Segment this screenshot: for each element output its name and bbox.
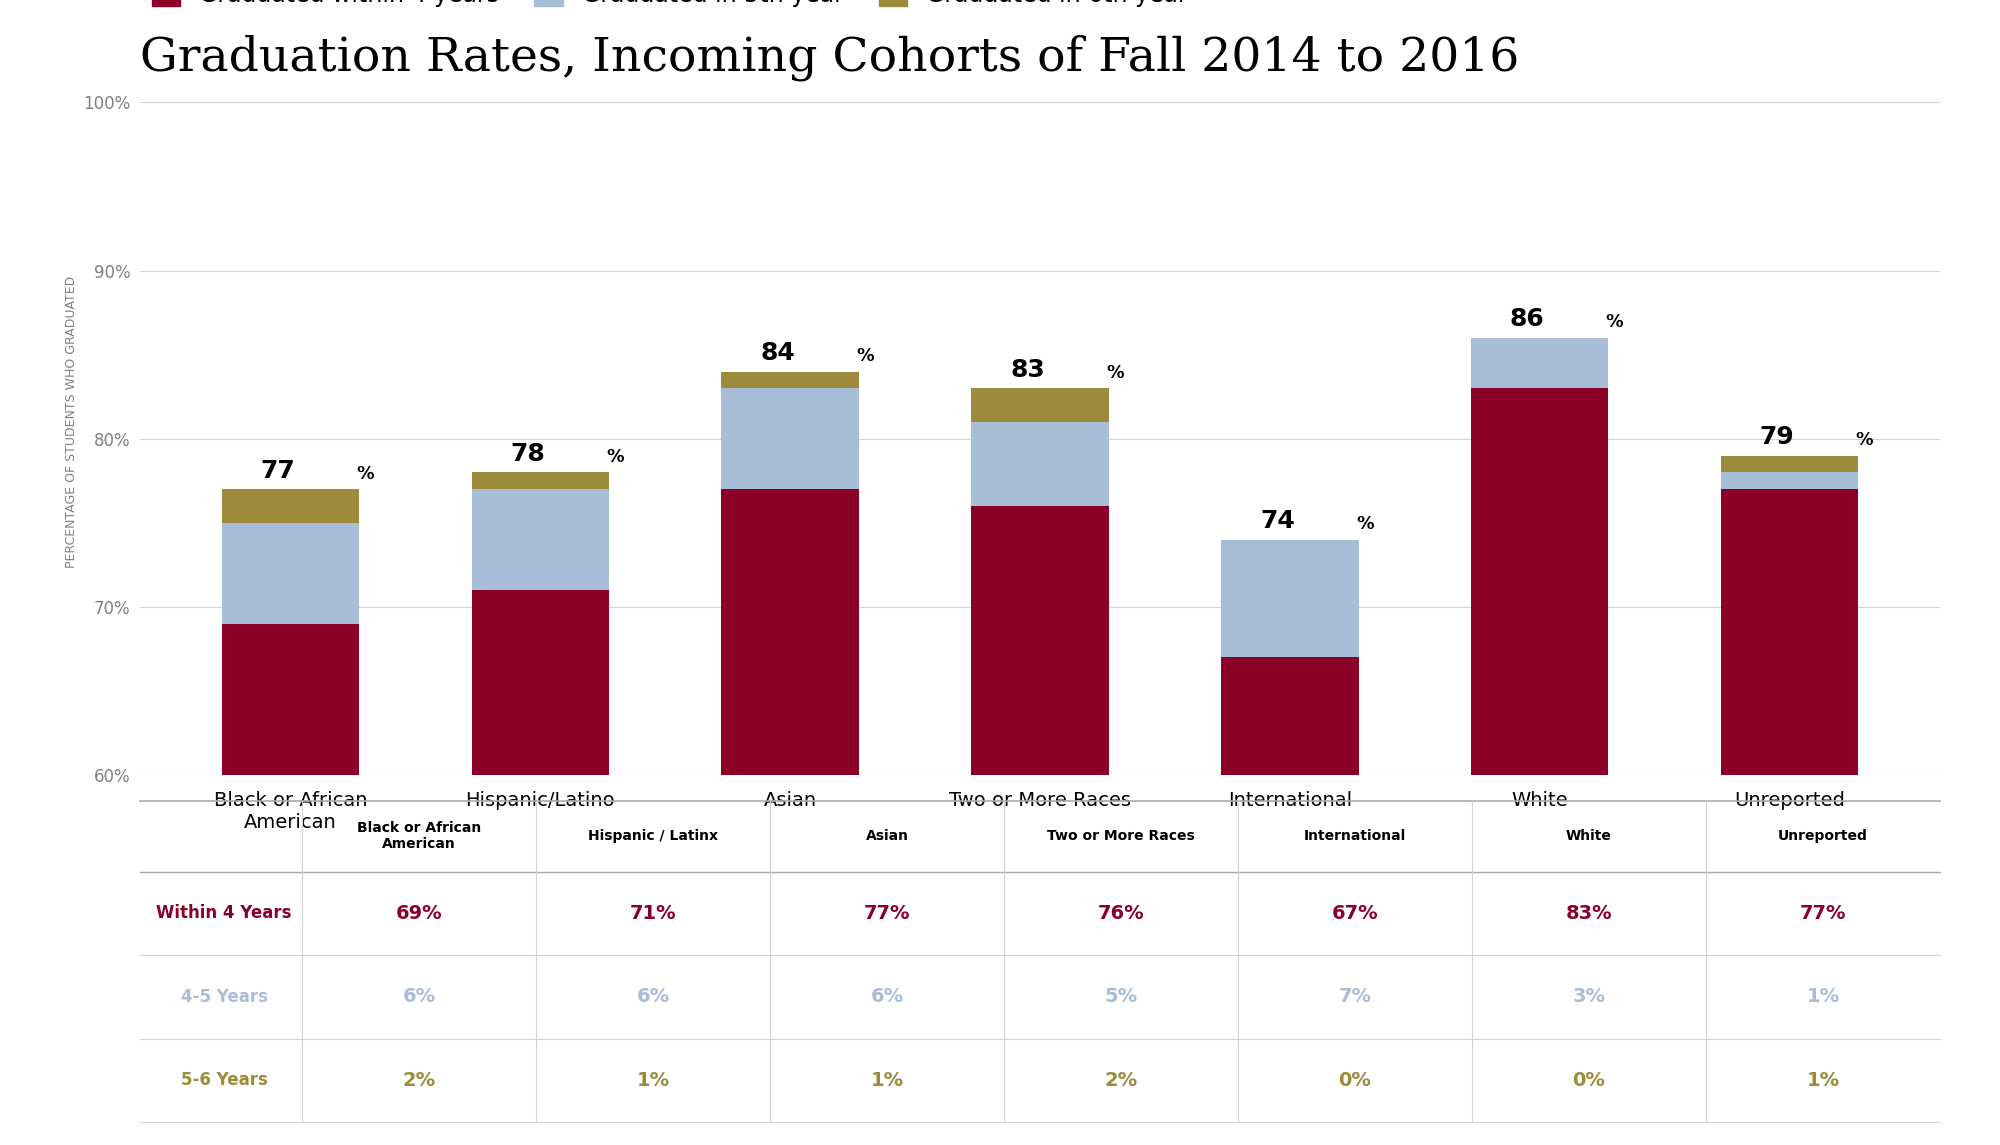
Bar [222,523,360,624]
Text: 4-5 Years: 4-5 Years [180,988,268,1005]
Text: 86: 86 [1510,307,1544,331]
Text: 74: 74 [1260,510,1294,534]
Text: 1%: 1% [1806,1071,1840,1090]
Bar [972,506,1108,1145]
Bar [972,423,1108,506]
Bar [972,388,1108,423]
Text: %: % [606,448,624,466]
Text: 79: 79 [1760,425,1794,449]
Bar [722,371,858,388]
Text: %: % [856,347,874,365]
Text: 5%: 5% [1104,987,1138,1006]
Text: 67%: 67% [1332,903,1378,923]
Text: 1%: 1% [870,1071,904,1090]
Text: 0%: 0% [1338,1071,1372,1090]
Text: 78: 78 [510,442,546,466]
Bar [222,624,360,1145]
Text: 2%: 2% [402,1071,436,1090]
Text: %: % [1106,364,1124,381]
Bar [1222,657,1358,1145]
Y-axis label: PERCENTAGE OF STUDENTS WHO GRADUATED: PERCENTAGE OF STUDENTS WHO GRADUATED [66,276,78,568]
Bar [1470,338,1608,388]
Text: 1%: 1% [636,1071,670,1090]
Text: 71%: 71% [630,903,676,923]
Bar [722,489,858,1145]
Text: Black or African
American: Black or African American [356,821,482,852]
Text: 0%: 0% [1572,1071,1606,1090]
Text: Asian: Asian [866,829,908,843]
Text: 5-6 Years: 5-6 Years [180,1072,268,1089]
Text: Hispanic / Latinx: Hispanic / Latinx [588,829,718,843]
Bar [1720,473,1858,489]
Text: White: White [1566,829,1612,843]
Bar [472,590,610,1145]
Bar [472,489,610,590]
Text: 6%: 6% [636,987,670,1006]
Text: 83%: 83% [1566,903,1612,923]
Bar [1470,388,1608,1145]
Text: Unreported: Unreported [1778,829,1868,843]
Text: 69%: 69% [396,903,442,923]
Text: %: % [1856,431,1874,449]
Text: 76%: 76% [1098,903,1144,923]
Text: %: % [1356,515,1374,534]
Text: 77%: 77% [864,903,910,923]
Text: 83: 83 [1010,357,1044,381]
Text: 77%: 77% [1800,903,1846,923]
Legend: Graduated within 4 years, Graduated in 5th year, Graduated in 6th year: Graduated within 4 years, Graduated in 5… [152,0,1188,7]
Text: %: % [1606,313,1624,331]
Bar [1222,539,1358,657]
Text: 3%: 3% [1572,987,1606,1006]
Text: 6%: 6% [402,987,436,1006]
Text: Within 4 Years: Within 4 Years [156,905,292,923]
Text: 7%: 7% [1338,987,1372,1006]
Text: 6%: 6% [870,987,904,1006]
Text: 84: 84 [760,341,796,365]
Bar [222,489,360,523]
Bar [722,388,858,489]
Text: 2%: 2% [1104,1071,1138,1090]
Bar [1720,489,1858,1145]
Text: %: % [356,465,374,482]
Text: International: International [1304,829,1406,843]
Text: Graduation Rates, Incoming Cohorts of Fall 2014 to 2016: Graduation Rates, Incoming Cohorts of Fa… [140,34,1520,81]
Bar [472,473,610,489]
Text: Two or More Races: Two or More Races [1048,829,1194,843]
Text: 77: 77 [260,458,296,482]
Text: 1%: 1% [1806,987,1840,1006]
Bar [1720,456,1858,473]
